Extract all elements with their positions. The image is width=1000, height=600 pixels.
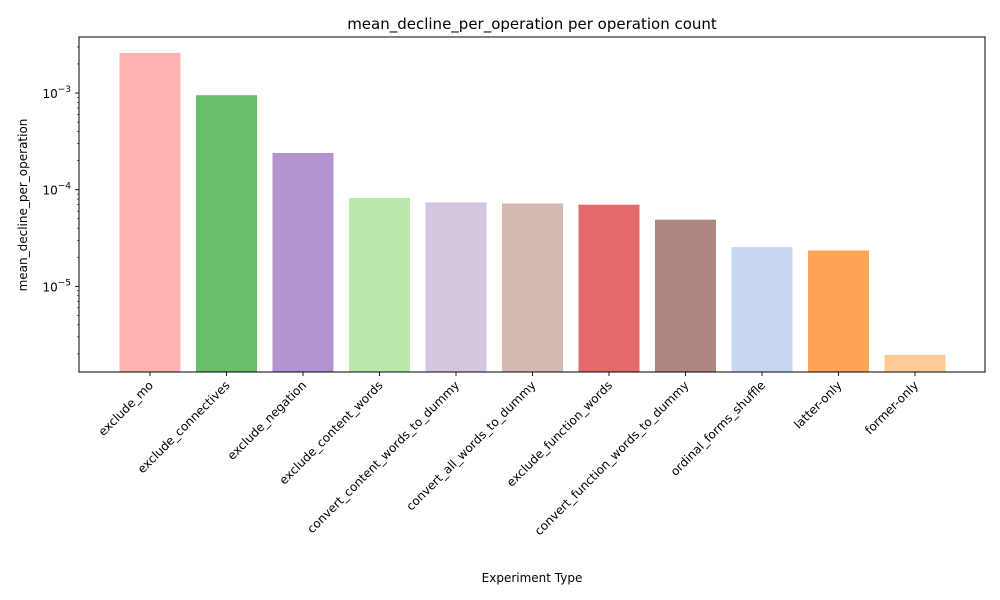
x-tick-label: exclude_mo — [96, 378, 157, 439]
bar-exclude_content_words — [349, 198, 410, 372]
y-tick-exponent: −5 — [58, 278, 71, 288]
y-tick-label: 10−4 — [42, 182, 71, 198]
bar-exclude_mo — [119, 52, 181, 372]
bar-former-only — [884, 354, 946, 372]
bar-exclude_connectives — [196, 95, 257, 372]
y-tick-base: 10 — [42, 184, 57, 198]
chart-title: mean_decline_per_operation per operation… — [347, 15, 717, 34]
x-tick-label: convert_function_words_to_dummy — [532, 378, 692, 538]
bar-convert_all_words_to_dummy — [502, 203, 563, 372]
bars-group — [119, 52, 946, 372]
bar-ordinal_forms_shuffle — [731, 247, 793, 372]
y-tick-label: 10−5 — [42, 278, 71, 294]
x-axis-label: Experiment Type — [482, 571, 583, 585]
y-tick-label: 10−3 — [42, 85, 71, 101]
x-tick-label: latter-only — [791, 378, 844, 431]
y-axis-label: mean_decline_per_operation — [16, 119, 30, 292]
bar-exclude_function_words — [578, 204, 640, 372]
y-axis: 10−510−410−3 — [42, 46, 79, 355]
y-tick-base: 10 — [42, 280, 57, 294]
bar-convert_function_words_to_dummy — [655, 219, 716, 372]
x-tick-label: convert_all_words_to_dummy — [403, 378, 538, 513]
x-tick-label: exclude_negation — [225, 378, 310, 463]
bar-exclude_negation — [272, 152, 334, 372]
y-tick-exponent: −3 — [58, 85, 71, 95]
x-axis: exclude_moexclude_connectivesexclude_neg… — [96, 372, 921, 538]
x-tick-label: former-only — [862, 378, 921, 437]
bar-convert_content_words_to_dummy — [425, 202, 487, 372]
y-tick-base: 10 — [42, 87, 57, 101]
bar-latter-only — [808, 250, 869, 372]
y-tick-exponent: −4 — [58, 182, 72, 192]
x-tick-label: convert_content_words_to_dummy — [304, 378, 462, 536]
